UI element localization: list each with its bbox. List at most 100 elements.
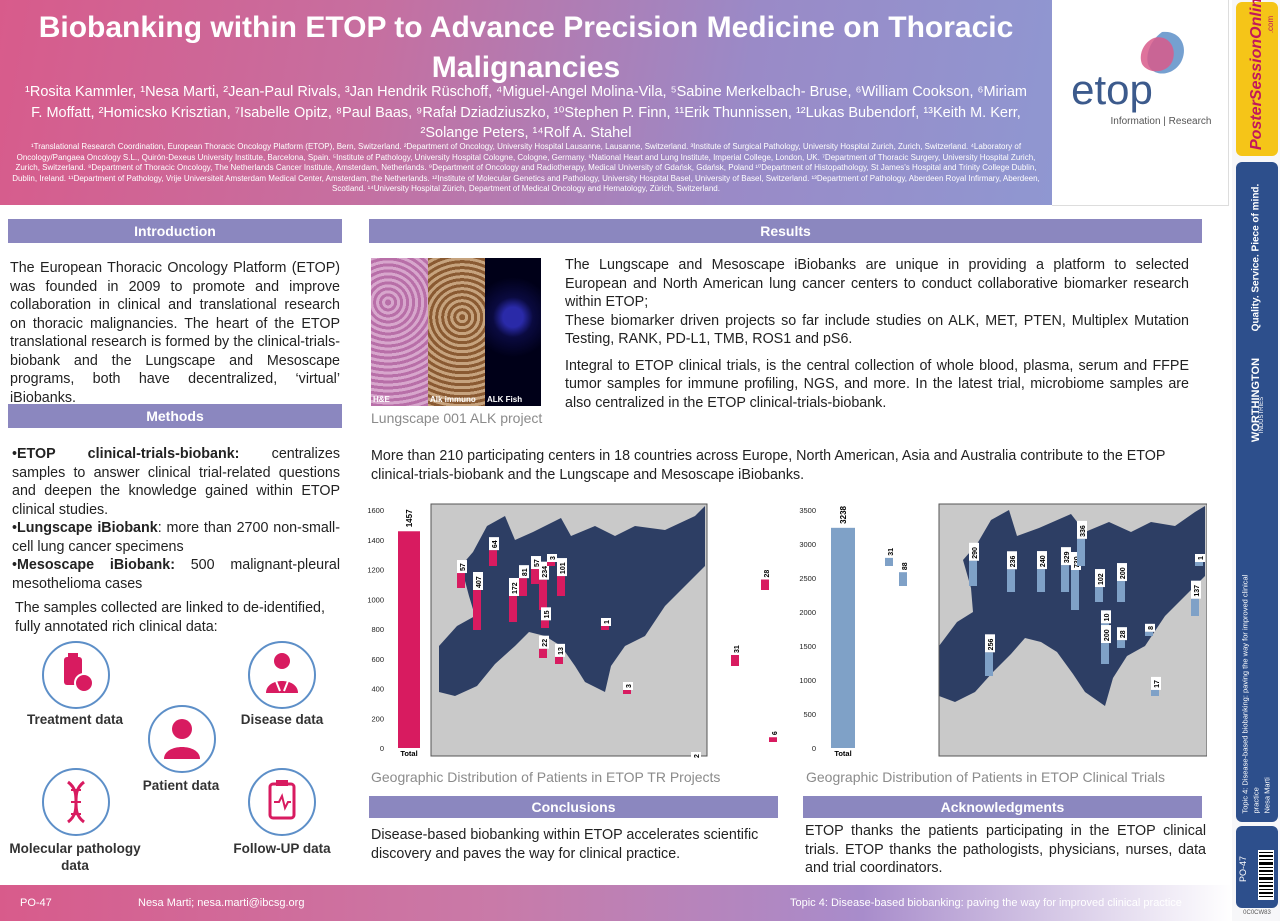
map-value-bar bbox=[899, 572, 907, 586]
map-value-label-bg bbox=[555, 643, 565, 657]
map-value-label: 31 bbox=[734, 645, 741, 653]
map-value-label-bg bbox=[531, 556, 541, 570]
total-category-label: Total bbox=[834, 749, 851, 758]
map-value-bar bbox=[1195, 562, 1203, 566]
brand-suffix: .com bbox=[1266, 15, 1276, 34]
poster-title: Biobanking within ETOP to Advance Precis… bbox=[38, 11, 1014, 84]
map-value-bar bbox=[731, 654, 739, 666]
map-value-bar bbox=[1037, 569, 1045, 592]
map-value-label-bg bbox=[1145, 623, 1155, 632]
sidebar-topic: Topic 4: Disease-based biobanking: pavin… bbox=[1240, 574, 1273, 814]
map-chart-tr-projects: 0 200 400 600 800 1000 1200 1400 1600 1457 Total 57… bbox=[365, 496, 779, 764]
map-value-label-bg bbox=[541, 607, 551, 621]
map-value-bar bbox=[547, 562, 555, 566]
map-value-label: 290 bbox=[972, 547, 979, 559]
map-value-label: 172 bbox=[512, 582, 519, 594]
map-value-bar bbox=[1071, 570, 1079, 610]
map-value-label: 1 bbox=[1198, 556, 1205, 560]
map-value-label-bg bbox=[1191, 580, 1201, 599]
y-tick-label: 2500 bbox=[799, 574, 816, 583]
alk-fish-image bbox=[485, 258, 541, 406]
panel-label-fish: ALK Fish bbox=[487, 395, 523, 404]
map-value-label-bg bbox=[899, 559, 909, 573]
map-value-label: 6 bbox=[772, 731, 777, 735]
y-tick-label: 1000 bbox=[799, 676, 816, 685]
map-value-label: 28 bbox=[764, 570, 771, 578]
map-value-label-bg bbox=[1061, 547, 1071, 566]
map-value-label: 88 bbox=[902, 562, 909, 570]
map-value-bar bbox=[531, 569, 539, 584]
map-value-bar bbox=[539, 579, 547, 610]
map-value-bar bbox=[985, 652, 993, 676]
disease-icon bbox=[248, 641, 316, 709]
disease-label: Disease data bbox=[240, 712, 324, 727]
sidebar-code: PO-47 bbox=[1238, 855, 1248, 882]
map-value-bar bbox=[519, 578, 527, 596]
map-frame bbox=[430, 503, 708, 757]
y-tick-label: 3000 bbox=[799, 540, 816, 549]
map-value-label: 407 bbox=[476, 576, 483, 588]
patient-icon bbox=[148, 705, 216, 773]
map-value-bar bbox=[555, 656, 563, 664]
conclusions-text: Disease-based biobanking within ETOP acc… bbox=[371, 827, 759, 862]
map-value-label: 2 bbox=[694, 754, 701, 758]
y-tick-label: 400 bbox=[371, 685, 384, 694]
map-land-shape bbox=[439, 506, 705, 696]
acknowledgments-heading: Acknowledgments bbox=[803, 796, 1202, 818]
map-value-bar bbox=[557, 576, 565, 596]
map-value-label: 200 bbox=[1104, 629, 1111, 641]
alk-image-caption: Lungscape 001 ALK project bbox=[371, 410, 543, 426]
map-value-label: 15 bbox=[544, 610, 551, 618]
map2-caption: Geographic Distribution of Patients in E… bbox=[806, 769, 1165, 785]
map-value-label-bg bbox=[1095, 569, 1105, 588]
map-value-bar bbox=[541, 620, 549, 628]
map-value-label: 234 bbox=[542, 566, 549, 578]
dna-icon bbox=[42, 768, 110, 836]
map-value-bar bbox=[473, 590, 481, 630]
methods-item-3-text: 500 malignant-pleural mesothelioma cases bbox=[12, 557, 341, 592]
map-value-label: 101 bbox=[560, 562, 567, 574]
sponsor-panel: Quality. Service. Piece of mind. WORTHIN… bbox=[1236, 162, 1278, 822]
clipboard-icon bbox=[248, 768, 316, 836]
patient-label: Patient data bbox=[142, 778, 220, 793]
y-tick-label: 1600 bbox=[367, 506, 384, 515]
map-value-label: 57 bbox=[460, 563, 467, 571]
barcode-icon bbox=[1258, 850, 1274, 900]
y-tick-label: 3500 bbox=[799, 506, 816, 515]
map-value-label: 236 bbox=[1010, 555, 1017, 567]
map-value-label: 8 bbox=[1148, 626, 1155, 630]
map-value-label-bg bbox=[1195, 554, 1205, 562]
methods-item-2-text: : more than 2700 non-small-cell lung can… bbox=[12, 520, 340, 555]
y-tick-label: 1400 bbox=[367, 536, 384, 545]
treatment-icon bbox=[42, 641, 110, 709]
y-tick-label: 600 bbox=[371, 655, 384, 664]
brand-name: PosterSessionOnline bbox=[1248, 0, 1265, 150]
footer-bar: PO-47 Nesa Marti; nesa.marti@ibcsg.org T… bbox=[0, 885, 1232, 921]
map-value-label: 329 bbox=[1064, 551, 1071, 563]
treatment-label: Treatment data bbox=[26, 712, 124, 727]
map-value-bar bbox=[969, 560, 977, 586]
map-value-bar bbox=[1151, 689, 1159, 696]
map-value-label: 256 bbox=[988, 639, 995, 651]
map-value-bar bbox=[509, 595, 517, 622]
footer-topic: Topic 4: Disease-based biobanking: pavin… bbox=[790, 897, 1182, 909]
map-value-bar bbox=[539, 648, 547, 658]
results-heading: Results bbox=[369, 219, 1202, 243]
map-value-label: 102 bbox=[1098, 573, 1105, 585]
map-value-bar bbox=[623, 690, 631, 694]
map-value-label-bg bbox=[691, 752, 701, 760]
y-tick-label: 0 bbox=[380, 744, 384, 753]
results-para-1: The Lungscape and Mesoscape iBiobanks ar… bbox=[565, 257, 1189, 310]
map-value-label: 3 bbox=[550, 556, 557, 560]
map-value-label-bg bbox=[761, 566, 771, 580]
map-value-label-bg bbox=[489, 537, 499, 551]
map-value-label: 240 bbox=[1040, 555, 1047, 567]
map-value-label-bg bbox=[985, 634, 995, 653]
map1-caption: Geographic Distribution of Patients in E… bbox=[371, 769, 721, 785]
sidebar-author: Nesa Marti bbox=[1262, 777, 1272, 814]
y-tick-label: 800 bbox=[371, 625, 384, 634]
author-list: ¹Rosita Kammler, ¹Nesa Marti, ²Jean-Paul… bbox=[25, 84, 1027, 141]
map-value-label-bg bbox=[969, 542, 979, 561]
barcode-id: 0C0CW83 bbox=[1243, 910, 1271, 916]
map-value-label-bg bbox=[1117, 627, 1127, 641]
